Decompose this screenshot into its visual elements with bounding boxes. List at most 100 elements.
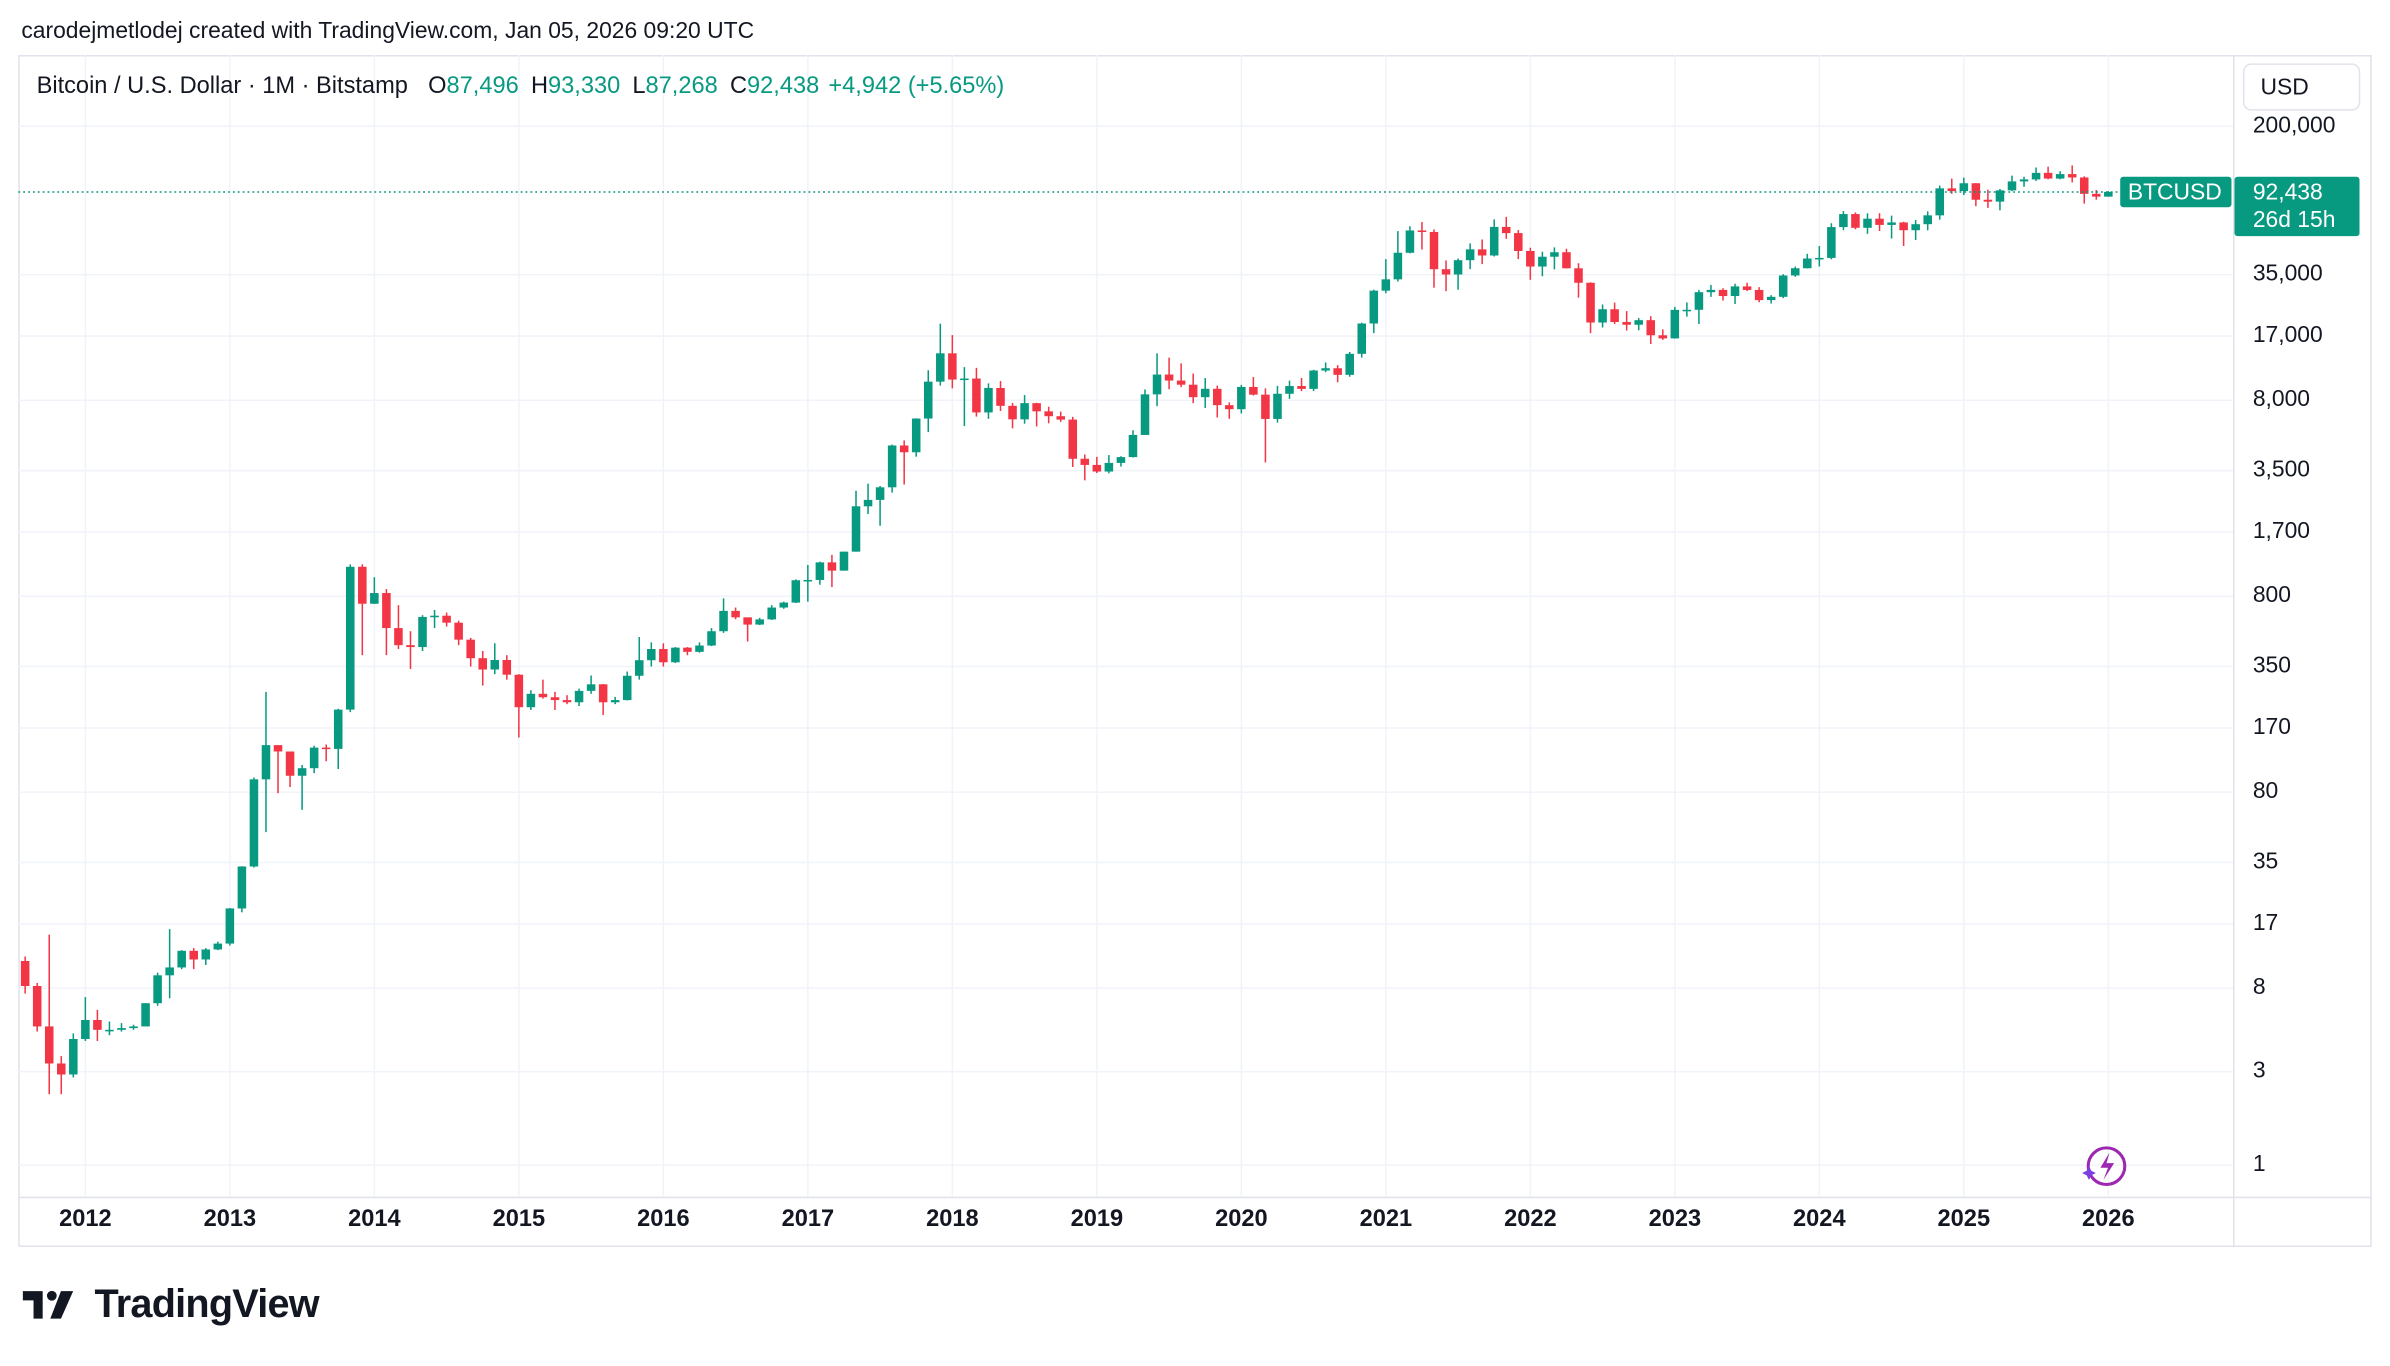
candle-body <box>1718 289 1728 297</box>
candle-body <box>1730 286 1740 297</box>
candle-body <box>213 943 223 950</box>
currency-button[interactable] <box>2242 63 2361 111</box>
candle-body <box>81 1020 90 1039</box>
candle-body <box>1273 393 1282 419</box>
x-tick-label: 2013 <box>204 1206 257 1232</box>
candle-body <box>418 616 427 648</box>
candle-body <box>514 674 524 708</box>
candle-body <box>1008 405 1017 420</box>
candle-body <box>32 986 42 1027</box>
candle-body <box>1610 309 1619 323</box>
candle-body <box>634 660 644 676</box>
candle-body <box>249 779 259 867</box>
candle-body <box>1706 289 1716 293</box>
candle-body <box>153 975 162 1004</box>
ohlc-key: O <box>428 73 446 99</box>
candle-body <box>574 690 584 703</box>
candle-body <box>911 418 921 453</box>
candle-body <box>1044 411 1053 417</box>
candle-body <box>358 566 367 604</box>
y-tick-label: 8,000 <box>2253 385 2310 411</box>
y-tick-label: 35,000 <box>2253 260 2323 286</box>
ohlc-key: L <box>632 73 645 99</box>
candle-body <box>550 697 560 701</box>
candle-body <box>1562 252 1571 269</box>
candle-body <box>1200 388 1210 398</box>
symbol-tag <box>2120 176 2232 208</box>
candle-body <box>1574 268 1583 283</box>
candle-body <box>1839 214 1848 228</box>
candle-body <box>1309 370 1318 389</box>
chart-frame <box>18 55 2372 1247</box>
candle-body <box>1441 269 1451 275</box>
candle-body <box>502 659 512 675</box>
x-tick-label: 2014 <box>348 1206 401 1232</box>
candle-body <box>237 866 247 909</box>
ohlc-value: 92,438 <box>747 73 819 99</box>
candle-body <box>586 684 596 691</box>
candle-body <box>466 639 475 659</box>
ohlc-value: 87,496 <box>447 73 519 99</box>
ohlc-key: C <box>730 73 747 99</box>
countdown: 26d 15h <box>2253 206 2336 232</box>
candle-body <box>1092 464 1102 472</box>
candle-body <box>1766 296 1776 301</box>
y-tick-label: 17 <box>2253 909 2278 935</box>
x-tick-label: 2020 <box>1215 1206 1268 1232</box>
candle-body <box>779 602 789 608</box>
candle-body <box>984 387 993 413</box>
candle-body <box>478 658 487 670</box>
candle-body <box>1104 462 1114 472</box>
candle-body <box>610 700 620 703</box>
candle-body <box>538 693 548 698</box>
axes: 1 3 8 17 35 80 170 350 800 1,700 3,500 8,000 17,000 3… <box>59 111 2360 1232</box>
candle-body <box>201 949 211 960</box>
candle-body <box>2007 181 2017 191</box>
candle-body <box>1526 250 1535 267</box>
candle-body <box>1778 275 1788 297</box>
candle-body <box>1068 419 1078 459</box>
candle-body <box>1188 384 1198 398</box>
candle-body <box>1357 323 1367 354</box>
candle-body <box>141 1003 150 1027</box>
candle-body <box>1116 457 1126 463</box>
candle-body <box>2031 172 2041 180</box>
candle-body <box>1827 227 1836 258</box>
candle-body <box>1658 335 1668 339</box>
candle-body <box>165 967 174 976</box>
candle-body <box>1995 190 2005 202</box>
candle-body <box>707 631 716 646</box>
candles <box>18 165 2121 1095</box>
candle-body <box>1682 309 1692 312</box>
candle-body <box>1405 230 1415 253</box>
candle-body <box>1152 374 1162 395</box>
candle-body <box>309 747 319 769</box>
candle-body <box>177 950 186 968</box>
candle-body <box>189 950 198 960</box>
candle-body <box>490 659 500 670</box>
x-tick-label: 2026 <box>2082 1206 2135 1232</box>
candle-body <box>598 684 608 703</box>
bolt-icon <box>2082 1146 2127 1186</box>
candle-body <box>1393 252 1403 280</box>
candle-body <box>1586 282 1595 323</box>
price-tag-label: 92,438 <box>2253 179 2323 205</box>
candle-body <box>117 1028 126 1030</box>
x-tick-label: 2015 <box>493 1206 546 1232</box>
candle-body <box>225 908 235 944</box>
ohlc-value: 87,268 <box>646 73 718 99</box>
candle-body <box>887 445 897 488</box>
candle-body <box>671 647 680 663</box>
candle-body <box>1164 374 1174 381</box>
candle-body <box>731 610 740 618</box>
y-tick-label: 3,500 <box>2253 456 2310 482</box>
candle-body <box>2067 174 2077 178</box>
candle-body <box>863 499 873 507</box>
candle-body <box>2043 172 2053 179</box>
candle-body <box>827 562 837 571</box>
candle-body <box>1694 292 1704 310</box>
candle-body <box>1742 286 1752 290</box>
currency[interactable]: USD <box>2260 74 2308 100</box>
y-tick-label: 1,700 <box>2253 517 2310 543</box>
